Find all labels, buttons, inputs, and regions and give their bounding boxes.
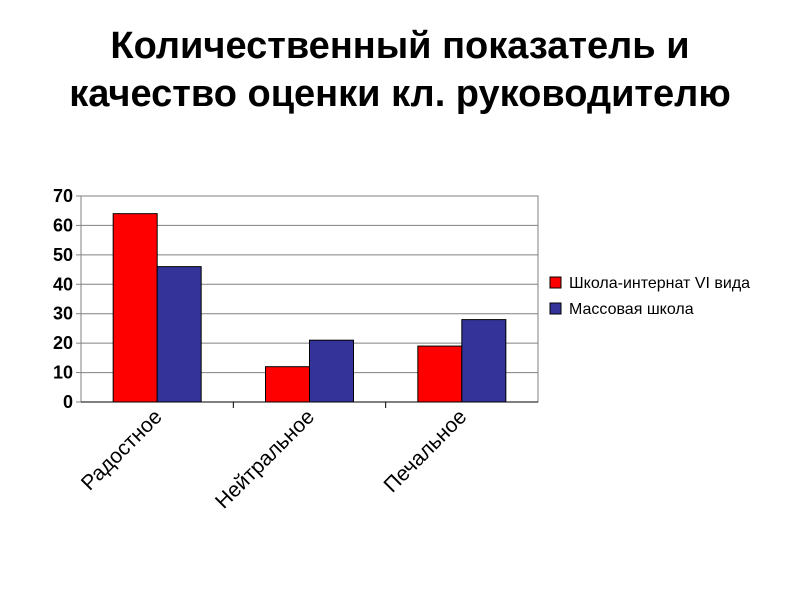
title-line-2: качество оценки кл. руководителю <box>69 73 731 115</box>
y-tick-label: 60 <box>53 215 73 235</box>
x-category-label: Радостное <box>77 405 167 495</box>
bar <box>112 213 158 403</box>
slide-title: Количественный показатель и качество оце… <box>0 22 800 118</box>
y-tick-label: 20 <box>53 333 73 353</box>
bar <box>309 339 354 403</box>
y-tick-label: 50 <box>53 245 73 265</box>
y-tick-label: 40 <box>53 274 73 294</box>
bar <box>265 366 310 403</box>
legend-label: Школа-интернат VI вида <box>569 275 750 292</box>
x-category-label: Печальное <box>380 405 472 497</box>
legend-swatch <box>549 276 562 289</box>
y-tick-label: 0 <box>63 392 73 412</box>
bar <box>417 345 463 403</box>
y-tick-label: 10 <box>53 363 73 383</box>
bar <box>156 266 202 403</box>
legend-label: Массовая школа <box>569 301 694 318</box>
legend-swatch <box>549 302 562 315</box>
title-line-1: Количественный показатель и <box>110 25 690 67</box>
x-category-label: Нейтральное <box>211 405 319 513</box>
y-tick-label: 30 <box>53 304 73 324</box>
bar <box>461 319 507 403</box>
y-tick-label: 70 <box>53 186 73 206</box>
